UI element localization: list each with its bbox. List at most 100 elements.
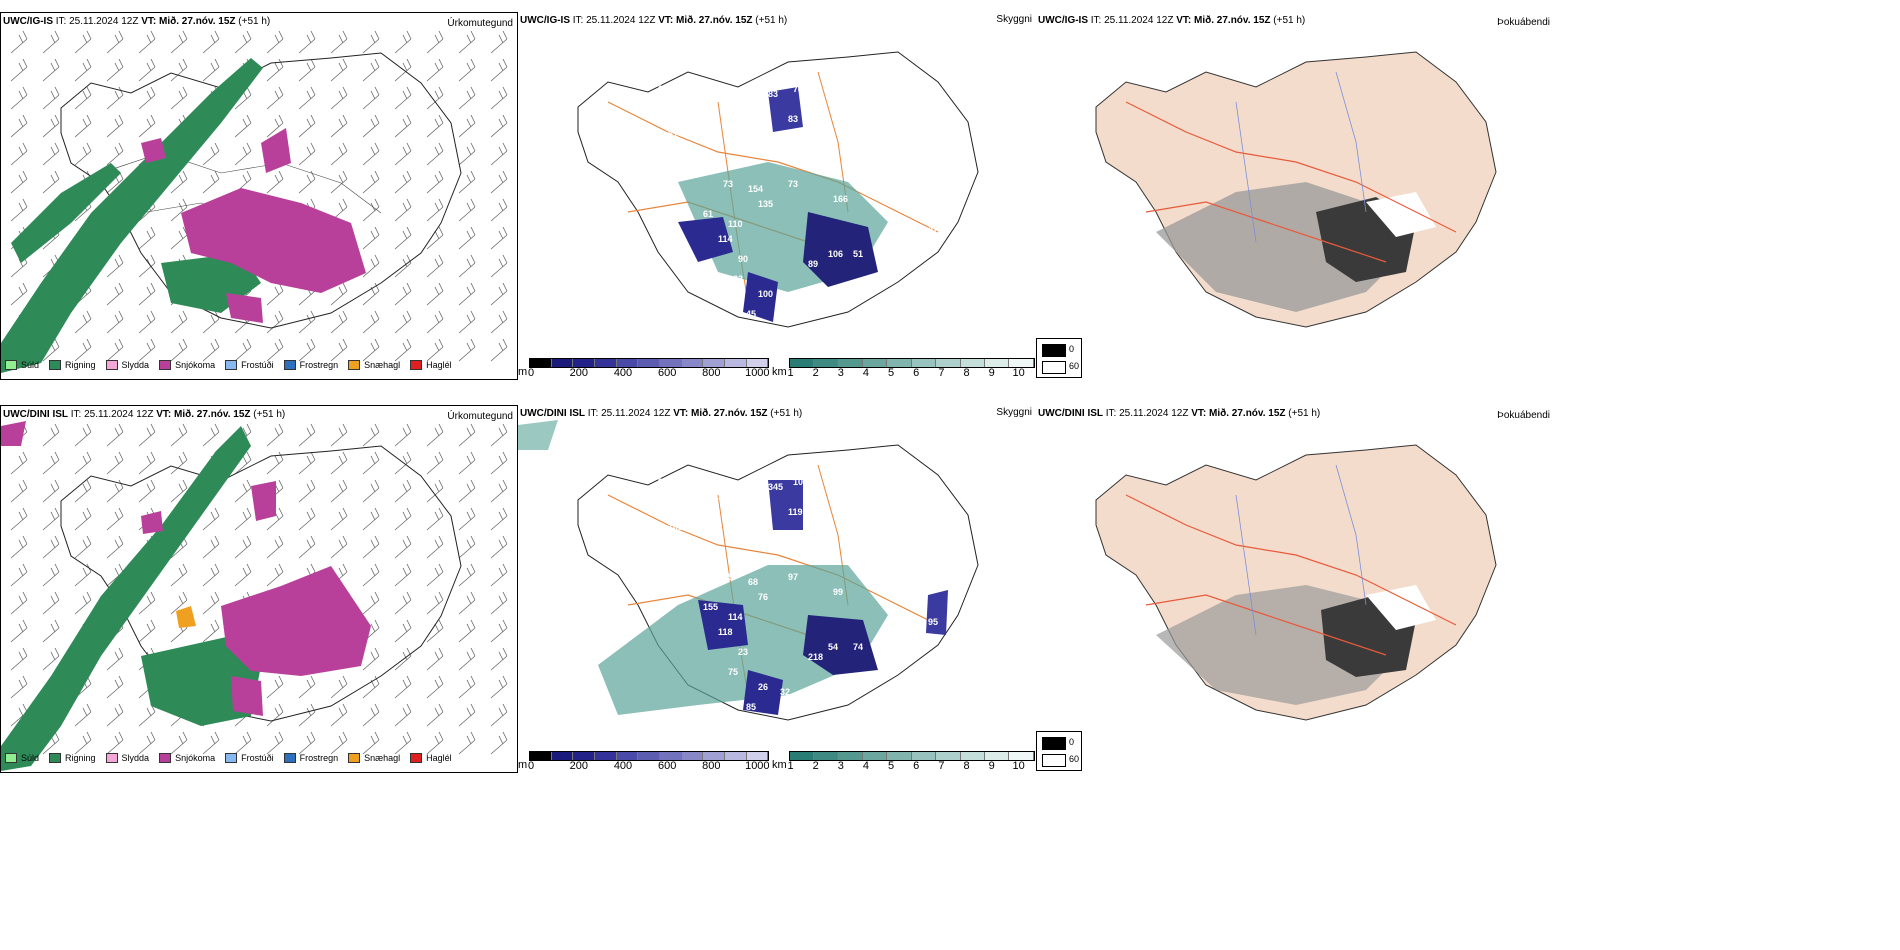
wind-barb	[170, 451, 188, 475]
wind-barb	[10, 30, 28, 54]
colorbar-segment	[573, 752, 596, 760]
colorbar-segment	[660, 752, 682, 760]
colorbar-segment	[595, 752, 617, 760]
wind-barb	[42, 30, 60, 54]
cloud-base-label: 54	[828, 642, 838, 652]
wind-barb	[458, 563, 476, 587]
legend-item: Rigning	[49, 360, 96, 370]
wind-barb	[490, 198, 508, 222]
colorbar-segment	[984, 359, 1010, 367]
wind-barb	[298, 338, 316, 362]
cloud-base-label: 118	[718, 627, 733, 637]
colorbar-tick-label: 9	[988, 760, 995, 772]
panel-label-precip: Úrkomutegund	[447, 411, 513, 422]
wind-barb	[138, 479, 156, 503]
wind-barb	[138, 30, 156, 54]
visibility-bar	[788, 358, 1035, 368]
wind-barb	[426, 170, 444, 194]
legend-item: Haglél	[410, 360, 452, 370]
colorbar-tick-label: 2	[812, 367, 819, 379]
wind-barb	[74, 30, 92, 54]
wind-barb	[330, 58, 348, 82]
wind-barb	[490, 535, 508, 559]
wind-barb	[106, 703, 124, 727]
legend-swatch	[283, 360, 296, 370]
fog-legend-white	[1042, 754, 1066, 767]
colorbar-segment	[638, 359, 661, 367]
wind-barb	[330, 142, 348, 166]
cloud-panel-row1: 12 61 70 83 74 83 73 154 135 73 166 61 110 114 90 123 89…	[518, 12, 1036, 380]
wind-barb	[170, 170, 188, 194]
cloud-base-label: 106	[828, 249, 843, 259]
wind-barb	[394, 451, 412, 475]
wind-barb	[298, 731, 316, 755]
colorbar-tick-label: 4	[862, 367, 870, 379]
wind-barb	[330, 423, 348, 447]
colorbar-segment	[838, 359, 863, 367]
wind-barb	[490, 310, 508, 334]
legend-item: Snæhagl	[348, 753, 400, 763]
colorbar-segment	[703, 359, 725, 367]
cloud-base-label: 283	[708, 492, 723, 502]
colorbar-segment	[960, 359, 985, 367]
wind-barb	[458, 619, 476, 643]
legend-item: Snjókoma	[159, 360, 215, 370]
legend-item: Slydda	[105, 360, 149, 370]
wind-barb	[298, 507, 316, 531]
colorbar-segment	[862, 752, 888, 760]
wind-barb	[490, 170, 508, 194]
wind-barb	[298, 675, 316, 699]
wind-barb	[138, 86, 156, 110]
wind-barb	[202, 535, 220, 559]
colorbar-segment	[551, 359, 574, 367]
colorbar-segment	[616, 752, 639, 760]
cloud-base-label: 155	[703, 602, 718, 612]
precip-legend: Súld Rigning Slydda Snjókoma Frostúði Fr…	[5, 750, 452, 766]
wind-barb	[490, 647, 508, 671]
wind-barb	[106, 254, 124, 278]
wind-barb	[138, 338, 156, 362]
colorbar-tick-label: 10	[1012, 760, 1025, 772]
ceiling-bar	[529, 358, 770, 368]
wind-barb	[106, 647, 124, 671]
wind-barb	[458, 479, 476, 503]
fog-legend-max: 60	[1069, 754, 1080, 764]
colorbar-segment	[746, 359, 769, 367]
fog-legend: 0 60	[1036, 731, 1082, 771]
wind-barb	[234, 535, 252, 559]
panel-title: UWC/IG-IS IT: 25.11.2024 12Z VT: Mið. 27…	[1038, 15, 1306, 26]
wind-barb	[362, 703, 380, 727]
fog-legend-white	[1042, 361, 1066, 374]
wind-barb	[266, 58, 284, 82]
cloud-base-label: 32	[748, 324, 758, 334]
wind-barb	[298, 535, 316, 559]
wind-barb	[106, 282, 124, 306]
wind-barb	[234, 563, 252, 587]
wind-barb	[234, 451, 252, 475]
wind-barb	[74, 58, 92, 82]
wind-barb	[266, 563, 284, 587]
cloud-base-label: 51	[853, 249, 863, 259]
ceiling-bar	[529, 751, 770, 761]
legend-item: Frostúði	[225, 360, 274, 370]
iceland-outline	[577, 51, 979, 328]
colorbar-segment	[887, 359, 912, 367]
colorbar-segment	[838, 752, 863, 760]
wind-barb	[138, 310, 156, 334]
wind-barb	[234, 30, 252, 54]
colorbar-segment	[724, 752, 747, 760]
colorbar-segment	[936, 359, 961, 367]
cloud-base-label: 101	[668, 522, 683, 532]
wind-barb	[42, 114, 60, 138]
wind-barb	[426, 282, 444, 306]
wind-barb	[266, 86, 284, 110]
legend-item: Snæhagl	[348, 360, 400, 370]
wind-barb	[394, 731, 412, 755]
wind-barb	[490, 58, 508, 82]
wind-barb	[426, 479, 444, 503]
colorbar-segment	[1009, 752, 1034, 760]
wind-barb	[106, 731, 124, 755]
cloud-base-label: 73	[788, 179, 798, 189]
wind-barb	[330, 479, 348, 503]
wind-barb	[74, 86, 92, 110]
